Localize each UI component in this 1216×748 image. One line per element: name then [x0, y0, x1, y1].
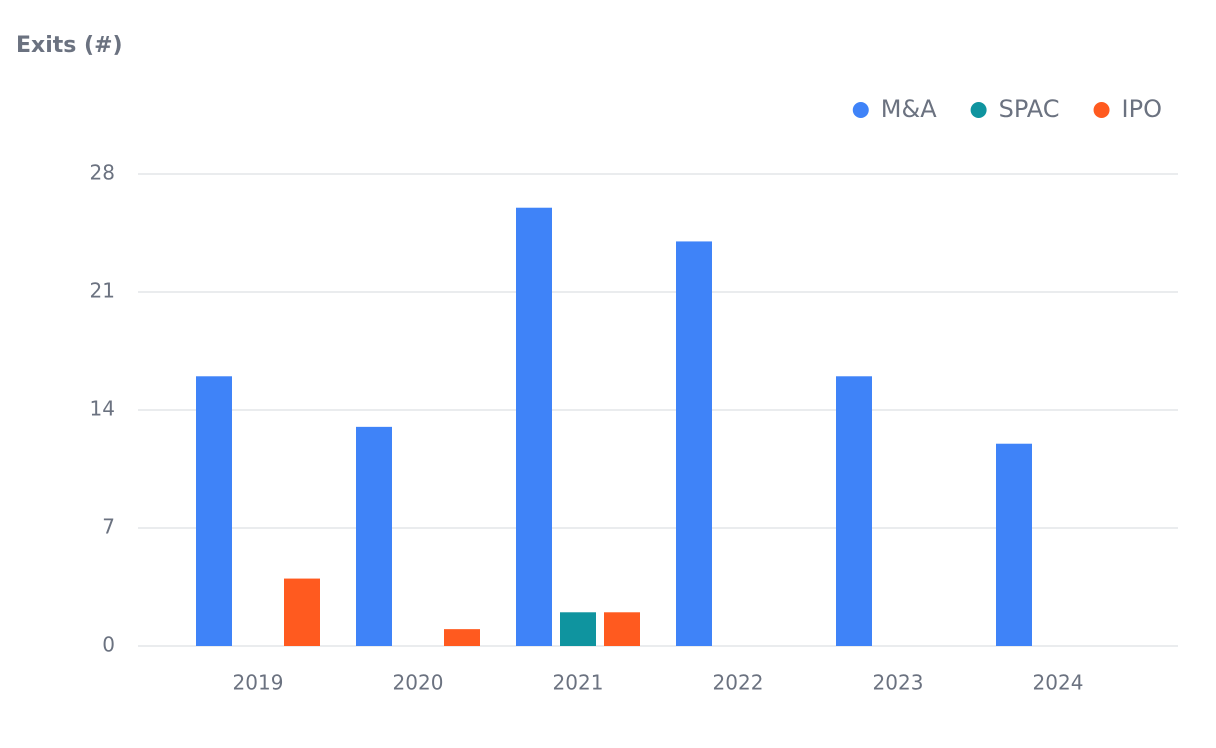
x-tick-label: 2019: [233, 671, 284, 695]
y-tick-label: 7: [102, 515, 115, 539]
x-tick-label: 2021: [553, 671, 604, 695]
bar: [836, 376, 872, 646]
x-tick-label: 2024: [1033, 671, 1084, 695]
y-tick-label: 0: [102, 633, 115, 657]
legend-marker: [1093, 102, 1110, 118]
y-tick-label: 14: [90, 397, 115, 421]
chart-title: Exits (#): [16, 33, 123, 58]
legend-label: IPO: [1122, 95, 1162, 123]
bar: [356, 426, 392, 646]
bar: [196, 376, 232, 646]
bar: [444, 629, 480, 646]
bar: [516, 207, 552, 646]
bar: [996, 443, 1032, 646]
bar: [560, 612, 596, 646]
legend-marker: [970, 102, 987, 118]
y-tick-label: 28: [90, 161, 115, 185]
x-tick-label: 2022: [713, 671, 764, 695]
bar: [676, 241, 712, 646]
x-tick-label: 2023: [873, 671, 924, 695]
legend-label: SPAC: [999, 95, 1060, 123]
y-tick-label: 21: [90, 279, 115, 303]
legend-marker: [852, 102, 869, 118]
bar: [604, 612, 640, 646]
legend-label: M&A: [881, 95, 937, 123]
bar: [284, 578, 320, 646]
x-tick-label: 2020: [393, 671, 444, 695]
